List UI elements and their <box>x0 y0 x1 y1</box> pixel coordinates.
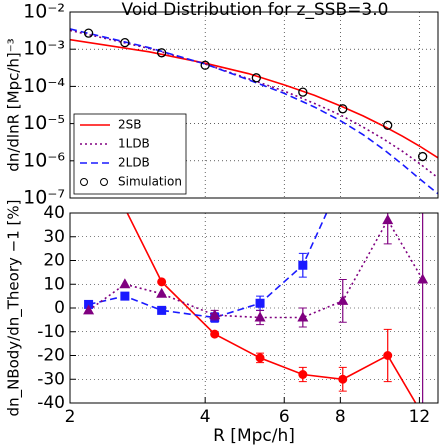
data-point <box>120 204 129 213</box>
data-point <box>337 294 349 305</box>
legend-label: Simulation <box>118 175 182 189</box>
data-point <box>382 214 394 225</box>
legend-label: 2SB <box>118 118 141 132</box>
data-point <box>84 102 93 111</box>
data-point <box>83 28 94 38</box>
data-point <box>297 311 309 322</box>
y-tick-label: 10⁻³ <box>23 38 65 60</box>
data-point <box>383 120 393 130</box>
data-point <box>383 351 393 360</box>
data-point <box>251 73 261 83</box>
data-point <box>338 374 348 384</box>
data-point <box>210 329 220 339</box>
x-tick-label: 6 <box>279 407 290 427</box>
legend-label: 1LDB <box>118 137 150 151</box>
data-point <box>157 48 167 58</box>
data-point <box>200 60 210 70</box>
data-point <box>157 305 167 315</box>
data-point <box>298 87 308 97</box>
y-tick-label: 10⁻⁶ <box>23 149 65 171</box>
x-tick-label: 2 <box>65 407 76 427</box>
plot-frame <box>69 212 439 404</box>
data-point <box>120 37 130 48</box>
y-tick-label: -20 <box>37 346 65 366</box>
y-tick-label: 10 <box>43 274 65 294</box>
series-line <box>70 38 438 159</box>
legend-marker <box>100 178 108 186</box>
data-point <box>298 260 308 270</box>
data-point <box>254 311 266 322</box>
y-tick-label: 40 <box>43 203 65 223</box>
data-point <box>157 277 167 287</box>
data-point <box>83 304 95 315</box>
y-tick-label: 10⁻² <box>23 1 65 23</box>
data-point <box>417 151 428 162</box>
y-tick-label: 10⁻⁵ <box>23 112 65 134</box>
data-point <box>338 173 347 182</box>
x-tick-label: 8 <box>335 407 346 427</box>
legend-box <box>73 113 187 195</box>
x-axis-label: R [Mpc/h] <box>213 426 295 446</box>
y-tick-label: 0 <box>54 298 65 318</box>
data-point <box>298 370 308 379</box>
y-axis-label: dn_NBody/dn_Theory −1 [%] <box>5 200 24 417</box>
y-tick-label: -10 <box>37 322 65 342</box>
series-line <box>70 28 438 195</box>
y-tick-label: -40 <box>37 393 65 413</box>
y-tick-label: 30 <box>43 227 65 247</box>
legend-label: 2LDB <box>118 156 150 170</box>
plot-area <box>70 28 438 195</box>
y-tick-label: 10⁻⁷ <box>23 187 65 209</box>
legend-marker <box>80 178 88 186</box>
plot-frame <box>69 11 439 199</box>
data-point <box>156 287 168 298</box>
y-tick-label: 20 <box>43 251 65 271</box>
y-tick-label: -30 <box>37 369 65 389</box>
x-tick-label: 4 <box>200 407 211 427</box>
data-point <box>338 104 348 114</box>
data-point <box>255 298 265 308</box>
data-point <box>119 278 131 289</box>
plot-area <box>83 102 429 403</box>
y-tick-label: 10⁻⁴ <box>23 75 65 97</box>
x-tick-label: 12 <box>409 407 431 427</box>
y-axis-label: dn/dlnR [Mpc/h]⁻³ <box>5 38 23 171</box>
data-point <box>255 353 265 363</box>
data-point <box>209 309 221 320</box>
data-point <box>120 291 130 301</box>
chart-title: Void Distribution for z_SSB=3.0 <box>122 0 389 20</box>
data-point <box>417 273 429 284</box>
